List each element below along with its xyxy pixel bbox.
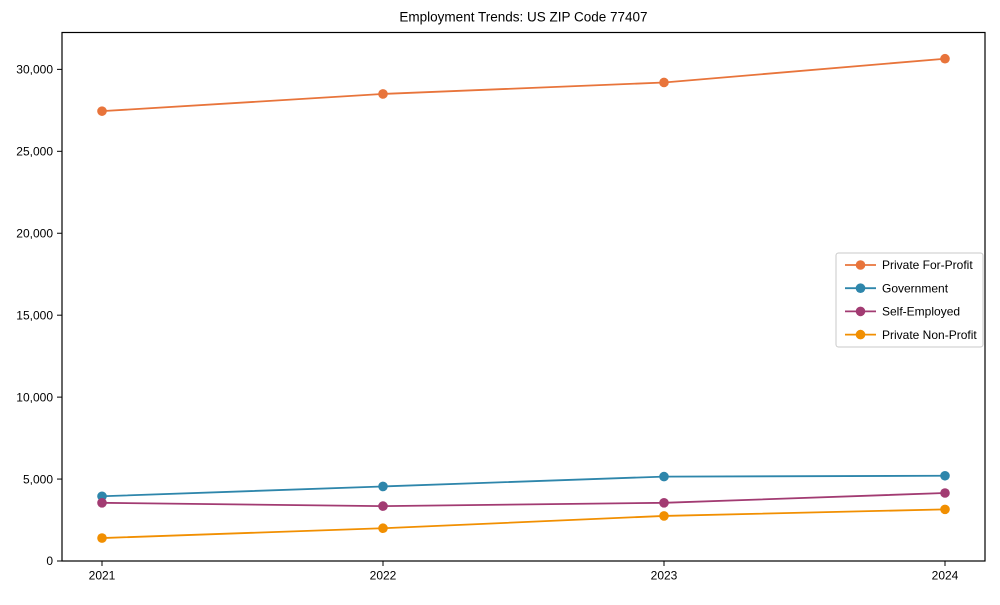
y-tick-label: 0 — [46, 554, 53, 568]
data-point-marker — [659, 471, 669, 482]
data-point-marker — [940, 470, 950, 481]
legend-marker — [855, 260, 866, 270]
x-tick-label: 2022 — [370, 569, 397, 583]
data-point-marker — [97, 533, 107, 543]
y-tick-label: 20,000 — [16, 226, 53, 240]
x-tick-label: 2024 — [932, 569, 959, 583]
legend-item: Private For-Profit — [845, 258, 973, 272]
series-line-2 — [101, 492, 946, 508]
legend-label: Self-Employed — [882, 305, 960, 319]
legend-label: Private Non-Profit — [882, 328, 977, 342]
x-tick-label: 2021 — [89, 569, 116, 583]
legend-marker — [855, 306, 866, 317]
series-line-3 — [101, 508, 946, 539]
y-tick-label: 10,000 — [16, 390, 53, 404]
x-tick-label: 2023 — [651, 569, 678, 583]
chart-title: Employment Trends: US ZIP Code 77407 — [399, 10, 647, 25]
legend-item: Private Non-Profit — [845, 328, 977, 342]
data-point-marker — [97, 498, 107, 508]
series-line-1 — [101, 474, 946, 498]
data-point-marker — [940, 504, 950, 515]
data-point-marker — [378, 89, 388, 99]
legend-marker — [855, 329, 866, 340]
y-tick-label: 5,000 — [23, 472, 53, 486]
data-point-marker — [940, 53, 950, 64]
data-point-marker — [378, 523, 388, 534]
data-point-marker — [378, 501, 388, 511]
legend: Private For-Profit Government Self-Employe… — [835, 252, 984, 348]
legend-box — [835, 252, 984, 348]
y-tick-label: 30,000 — [16, 63, 53, 77]
legend-label: Government — [882, 281, 949, 295]
legend-item: Government — [845, 281, 949, 295]
data-point-marker — [378, 481, 388, 492]
data-point-marker — [940, 488, 950, 498]
data-point-marker — [659, 511, 669, 521]
series-line-0 — [101, 57, 946, 113]
data-point-marker — [659, 77, 669, 88]
data-point-marker — [659, 498, 669, 508]
y-tick-label: 15,000 — [16, 308, 53, 322]
legend-item: Self-Employed — [845, 305, 960, 319]
legend-label: Private For-Profit — [882, 258, 973, 272]
legend-marker — [855, 283, 866, 294]
data-point-marker — [97, 106, 107, 116]
plot-area-border — [61, 31, 986, 562]
y-tick-label: 25,000 — [16, 145, 53, 159]
